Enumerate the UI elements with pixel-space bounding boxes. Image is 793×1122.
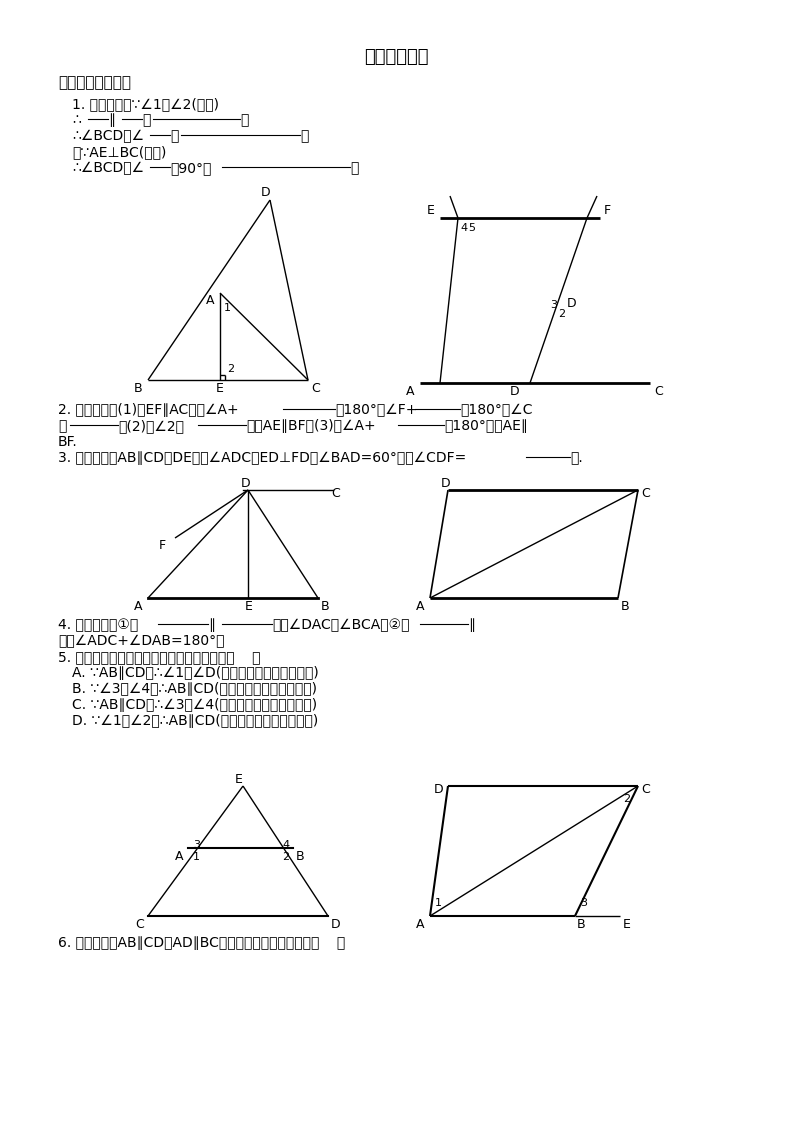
Text: B: B xyxy=(321,600,330,613)
Text: BF.: BF. xyxy=(58,435,78,449)
Text: 2: 2 xyxy=(558,309,565,319)
Text: ＝: ＝ xyxy=(58,419,67,433)
Text: ∴∠BCD＝∠: ∴∠BCD＝∠ xyxy=(72,160,144,175)
Text: D. ∵∠1＝∠2，∴AB∥CD(同位角相等，两直线平行): D. ∵∠1＝∠2，∴AB∥CD(同位角相等，两直线平行) xyxy=(72,714,318,728)
Text: 3. 如下左图，AB∥CD，DE平分∠ADC，ED⊥FD，∠BAD=60°，则∠CDF=: 3. 如下左图，AB∥CD，DE平分∠ADC，ED⊥FD，∠BAD=60°，则∠… xyxy=(58,451,466,465)
Text: 度.: 度. xyxy=(570,451,583,465)
Text: 4: 4 xyxy=(460,223,467,233)
Text: B: B xyxy=(621,600,630,613)
Text: 5: 5 xyxy=(468,223,475,233)
Text: 时，∠ADC+∠DAB=180°。: 时，∠ADC+∠DAB=180°。 xyxy=(58,634,224,649)
Text: ＝90°（: ＝90°（ xyxy=(170,160,212,175)
Text: D: D xyxy=(441,477,450,490)
Text: C: C xyxy=(641,487,649,500)
Text: C: C xyxy=(641,783,649,795)
Text: 3: 3 xyxy=(193,840,200,850)
Text: B. ∵∠3＝∠4，∴AB∥CD(同位角相等，两直线平行): B. ∵∠3＝∠4，∴AB∥CD(同位角相等，两直线平行) xyxy=(72,682,317,696)
Text: 平行线的性质: 平行线的性质 xyxy=(364,48,428,66)
Text: 又∵AE⊥BC(已知): 又∵AE⊥BC(已知) xyxy=(72,145,167,159)
Text: A: A xyxy=(416,600,424,613)
Text: （: （ xyxy=(142,113,151,127)
Text: 2: 2 xyxy=(282,852,289,862)
Text: C: C xyxy=(654,385,663,398)
Text: D: D xyxy=(261,186,271,199)
Text: E: E xyxy=(623,918,631,931)
Text: C: C xyxy=(135,918,144,931)
Text: E: E xyxy=(427,204,435,217)
Text: D: D xyxy=(434,783,443,795)
Text: 时，∠DAC＝∠BCA，②当: 时，∠DAC＝∠BCA，②当 xyxy=(272,618,409,632)
Text: F: F xyxy=(604,204,611,217)
Text: 1: 1 xyxy=(435,898,442,908)
Text: A: A xyxy=(206,294,214,307)
Text: F: F xyxy=(159,539,166,552)
Text: ，则AE∥BF；(3)若∠A+: ，则AE∥BF；(3)若∠A+ xyxy=(246,419,376,433)
Text: D: D xyxy=(331,918,341,931)
Text: D: D xyxy=(510,385,519,398)
Text: ）: ） xyxy=(240,113,248,127)
Text: ＝180°，则AE∥: ＝180°，则AE∥ xyxy=(444,419,528,433)
Text: A: A xyxy=(406,385,415,398)
Text: ∥: ∥ xyxy=(468,618,475,632)
Text: ）: ） xyxy=(300,129,308,142)
Text: ∥: ∥ xyxy=(208,618,215,632)
Text: 2: 2 xyxy=(623,794,630,804)
Text: D: D xyxy=(241,477,251,490)
Text: ∴∠BCD＝∠: ∴∠BCD＝∠ xyxy=(72,129,144,142)
Text: 3: 3 xyxy=(550,300,557,310)
Text: ；(2)若∠2＝: ；(2)若∠2＝ xyxy=(118,419,184,433)
Text: E: E xyxy=(235,773,243,787)
Text: C. ∵AB∥CD，∴∠3＝∠4(两直线平行，内错角相等): C. ∵AB∥CD，∴∠3＝∠4(两直线平行，内错角相等) xyxy=(72,698,317,712)
Text: 4. 如上右图，①当: 4. 如上右图，①当 xyxy=(58,618,138,632)
Text: ＝180°，∠C: ＝180°，∠C xyxy=(460,403,533,417)
Text: 【课内四基达标】: 【课内四基达标】 xyxy=(58,75,131,90)
Text: A. ∵AB∥CD，∴∠1＝∠D(内错角相等，两直线平行): A. ∵AB∥CD，∴∠1＝∠D(内错角相等，两直线平行) xyxy=(72,666,319,680)
Text: ∴: ∴ xyxy=(72,113,81,127)
Text: ）: ） xyxy=(350,160,358,175)
Text: C: C xyxy=(331,487,339,500)
Text: 5. 如下左图，下列推理所注的理由正确的是（    ）: 5. 如下左图，下列推理所注的理由正确的是（ ） xyxy=(58,650,260,664)
Text: B: B xyxy=(134,381,143,395)
Text: D: D xyxy=(567,297,577,310)
Text: 2. 如上右图，(1)若EF∥AC，则∠A+: 2. 如上右图，(1)若EF∥AC，则∠A+ xyxy=(58,403,239,417)
Text: A: A xyxy=(416,918,424,931)
Text: 2: 2 xyxy=(227,364,234,374)
Text: 1: 1 xyxy=(193,852,200,862)
Text: B: B xyxy=(296,850,305,863)
Text: E: E xyxy=(245,600,253,613)
Text: A: A xyxy=(175,850,183,863)
Text: 3: 3 xyxy=(580,898,587,908)
Text: A: A xyxy=(134,600,143,613)
Text: C: C xyxy=(311,381,320,395)
Text: 6. 如上右图，AB∥CD，AD∥BC，则下列各式中正确的是（    ）: 6. 如上右图，AB∥CD，AD∥BC，则下列各式中正确的是（ ） xyxy=(58,936,345,950)
Text: 4: 4 xyxy=(282,840,289,850)
Text: ＝180°，∠F+: ＝180°，∠F+ xyxy=(335,403,417,417)
Text: B: B xyxy=(577,918,585,931)
Text: 1. 如下左图，∵∠1＝∠2(已知): 1. 如下左图，∵∠1＝∠2(已知) xyxy=(72,96,219,111)
Text: ∥: ∥ xyxy=(108,113,115,127)
Text: （: （ xyxy=(170,129,178,142)
Text: 1: 1 xyxy=(224,303,231,313)
Text: E: E xyxy=(216,381,224,395)
